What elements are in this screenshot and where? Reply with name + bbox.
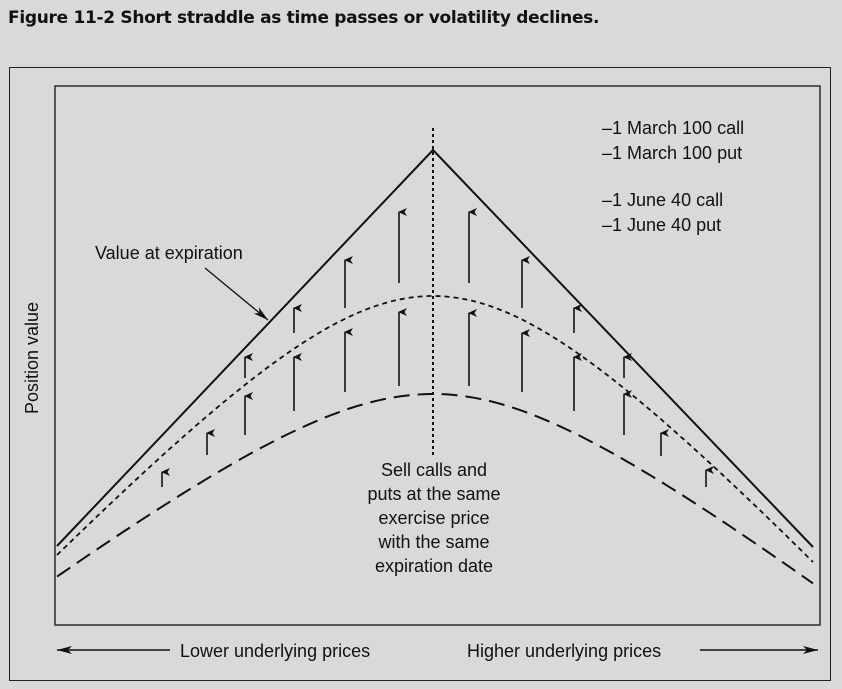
curves-group [56, 148, 814, 585]
chart-frame [9, 67, 831, 681]
center-annotation-line: expiration date [375, 556, 493, 576]
arrows-group [161, 208, 714, 487]
legend-item: –1 March 100 put [602, 143, 742, 163]
legend-item: –1 June 40 call [602, 190, 723, 210]
y-axis-label: Position value [22, 302, 42, 414]
legend-item: –1 March 100 call [602, 118, 744, 138]
series-line-expiration [56, 148, 814, 548]
legend-item: –1 June 40 put [602, 215, 721, 235]
figure-title: Figure 11-2 Short straddle as time passe… [8, 8, 600, 28]
x-axis-label-right: Higher underlying prices [467, 641, 661, 661]
expiration-annotation: Value at expiration [95, 243, 243, 263]
plot-area [54, 85, 821, 626]
series-line-dotted [56, 295, 814, 563]
center-annotation-line: with the same [377, 532, 489, 552]
center-annotation: Sell calls and puts at the same exercise… [367, 460, 500, 576]
center-annotation-line: Sell calls and [381, 460, 487, 480]
expiration-annotation-pointer [204, 267, 269, 321]
series-line-dashed [56, 393, 814, 585]
center-annotation-line: exercise price [378, 508, 489, 528]
x-axis-label-left: Lower underlying prices [180, 641, 370, 661]
center-annotation-line: puts at the same [367, 484, 500, 504]
legend: –1 March 100 call –1 March 100 put –1 Ju… [602, 118, 744, 235]
